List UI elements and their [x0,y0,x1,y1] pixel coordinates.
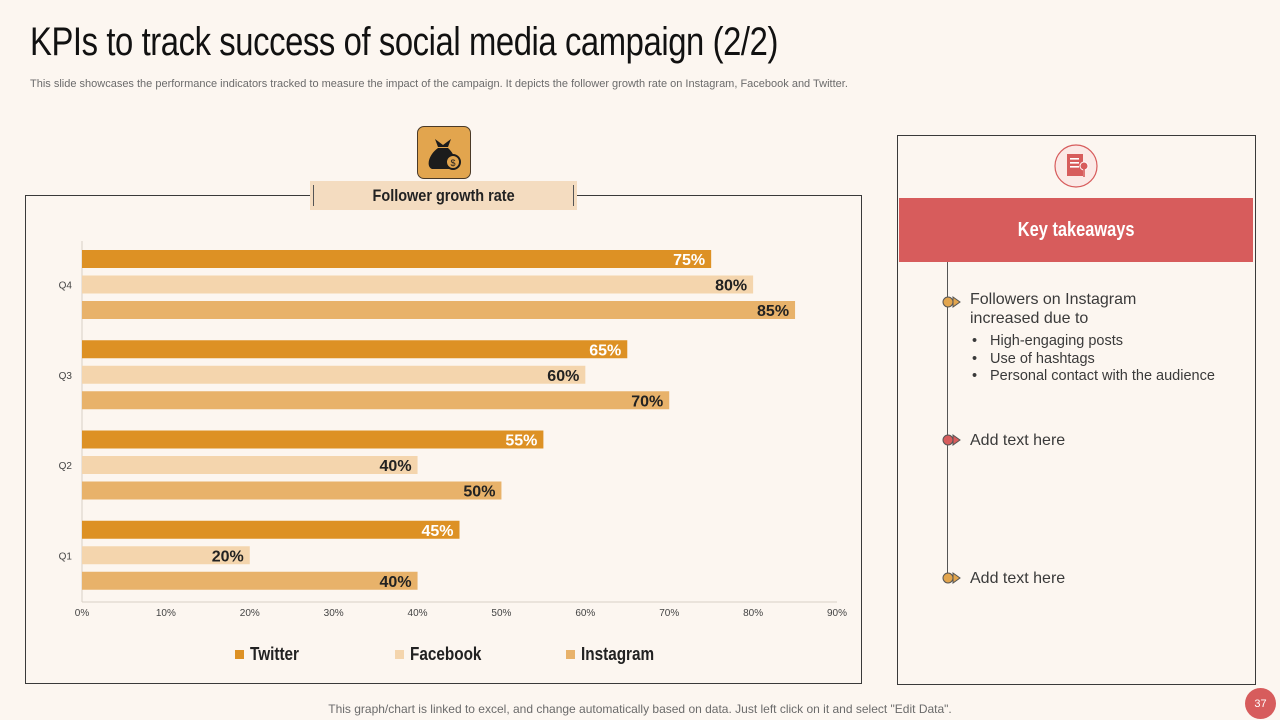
bar-twitter-q4 [82,250,712,268]
bar-twitter-q2 [82,430,544,449]
bar-facebook-q3 [82,365,586,384]
category-label: Q2 [59,461,73,472]
svg-text:$: $ [450,158,455,168]
category-label: Q3 [59,371,73,382]
x-tick-label: 30% [324,608,344,619]
chart-frame: Q1 45% 20% 40% Q2 55% 40% 50% Q3 65% 60% 70% Q4 75% 80… [25,195,862,684]
takeaway-text-1: Followers on Instagram increased due to [970,291,1137,327]
legend-swatch [566,650,575,659]
data-label: 40% [380,458,412,475]
data-label: 40% [380,574,412,591]
bar-facebook-q2 [82,456,418,474]
takeaway-text-2: Add text here [970,432,1066,449]
takeaways-title: Key takeaways [1017,218,1135,241]
bar-instagram-q2 [82,481,502,500]
timeline-marker-1 [942,295,962,314]
bar-instagram-q3 [82,391,670,410]
category-label: Q1 [59,551,73,562]
legend-label: Twitter [250,644,300,664]
data-label: 65% [589,342,621,359]
bar-facebook-q4 [82,275,754,294]
bullet-item: Personal contact with the audience [972,368,1215,386]
data-label: 70% [631,393,663,410]
bar-twitter-q1 [82,520,460,539]
x-tick-label: 60% [575,608,595,619]
legend-swatch [395,650,404,659]
bullet-item: High-engaging posts [972,333,1215,351]
data-label: 75% [673,252,705,269]
page-number: 37 [1245,688,1276,719]
chart-title: Follower growth rate [372,185,515,205]
bar-instagram-q4 [82,301,796,319]
x-tick-label: 90% [827,608,847,619]
timeline-marker-2 [942,433,962,452]
bullet-item: Use of hashtags [972,351,1215,369]
data-label: 85% [757,303,789,320]
x-tick-label: 40% [408,608,428,619]
legend-item-instagram: Instagram [566,644,667,665]
legend-item-twitter: Twitter [235,644,308,665]
x-tick-label: 0% [75,608,90,619]
legend-swatch [235,650,244,659]
bar-instagram-q1 [82,571,418,590]
x-tick-label: 50% [491,608,511,619]
x-tick-label: 70% [659,608,679,619]
takeaways-header: Key takeaways [899,198,1253,262]
footer-text: This graph/chart is linked to excel, and… [328,702,952,716]
legend-item-facebook: Facebook [395,644,494,665]
data-label: 20% [212,548,244,565]
data-label: 60% [547,368,579,385]
takeaway-text-3: Add text here [970,570,1066,587]
data-label: 80% [715,278,747,295]
bar-twitter-q3 [82,340,628,359]
data-label: 55% [505,433,537,450]
legend-label: Instagram [581,644,655,664]
page-title: KPIs to track success of social media ca… [30,20,778,64]
timeline-marker-3 [942,571,962,590]
page-subtitle: This slide showcases the performance ind… [30,78,848,90]
money-bag-icon: $ [417,126,471,179]
x-tick-label: 10% [156,608,176,619]
x-tick-label: 80% [743,608,763,619]
x-tick-label: 20% [240,608,260,619]
footer-note: This graph/chart is linked to excel, and… [0,702,1280,716]
timeline-line [947,262,948,580]
data-label: 45% [421,523,453,540]
legend-label: Facebook [410,644,482,664]
data-label: 50% [463,484,495,501]
chart-title-banner: Follower growth rate [310,181,577,210]
bar-chart[interactable]: Q1 45% 20% 40% Q2 55% 40% 50% Q3 65% 60% 70% Q4 75% 80… [26,196,863,685]
bar-facebook-q1 [82,546,250,565]
category-label: Q4 [59,281,73,292]
notebook-icon [1053,143,1099,194]
takeaway-bullets: High-engaging posts Use of hashtags Pers… [972,333,1215,386]
